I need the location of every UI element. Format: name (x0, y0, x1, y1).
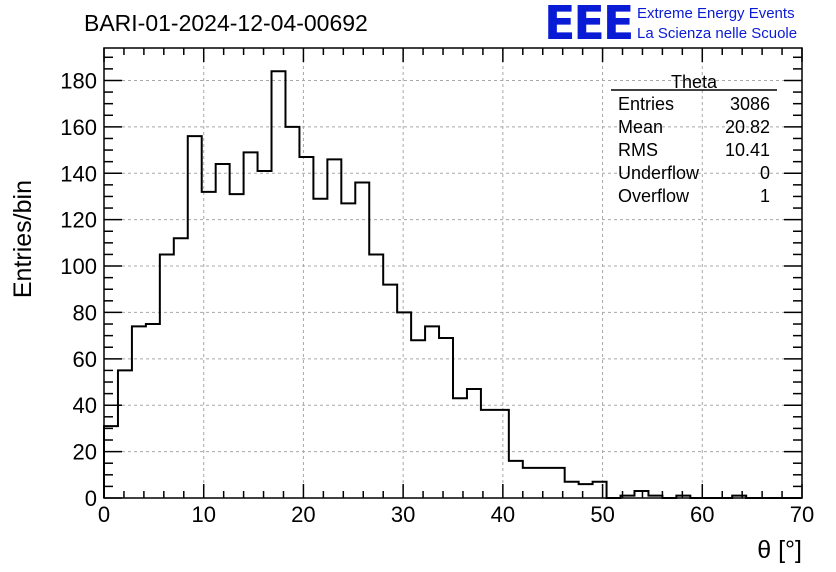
plot-frame (103, 47, 803, 499)
y-tick-label: 60 (73, 347, 97, 372)
y-tick-label: 160 (60, 115, 97, 140)
stat-label-overflow: Overflow (618, 186, 690, 206)
x-axis-title: θ [°] (757, 536, 802, 564)
y-tick-labels: 0 20 40 60 80 100 120 140 160 180 (60, 68, 97, 511)
stats-title: Theta (671, 72, 718, 92)
stat-value-mean: 20.82 (725, 117, 770, 137)
y-tick-label: 40 (73, 393, 97, 418)
y-tick-label: 180 (60, 68, 97, 93)
stat-value-rms: 10.41 (725, 140, 770, 160)
y-tick-label: 140 (60, 161, 97, 186)
x-tick-label: 10 (191, 502, 215, 527)
x-tick-labels: 0 10 20 30 40 50 60 70 (98, 502, 814, 527)
x-tick-label: 20 (291, 502, 315, 527)
x-tick-label: 70 (790, 502, 814, 527)
stat-label-underflow: Underflow (618, 163, 700, 183)
logo-line-2: La Scienza nelle Scuole (637, 25, 798, 42)
axis-ticks (103, 48, 803, 499)
stat-value-overflow: 1 (760, 186, 770, 206)
y-tick-label: 100 (60, 254, 97, 279)
page-title: BARI-01-2024-12-04-00692 (84, 10, 368, 36)
stat-label-mean: Mean (618, 117, 663, 137)
grid-lines (104, 48, 802, 498)
x-tick-label: 60 (690, 502, 714, 527)
x-tick-label: 50 (590, 502, 614, 527)
stats-box: Theta Entries 3086 Mean 20.82 RMS 10.41 … (611, 72, 777, 206)
y-tick-label: 0 (85, 486, 97, 511)
y-tick-label: 120 (60, 208, 97, 233)
stat-label-entries: Entries (618, 94, 674, 114)
x-tick-label: 30 (391, 502, 415, 527)
histogram-outline (103, 70, 802, 499)
y-tick-label: 20 (73, 440, 97, 465)
x-tick-label: 0 (98, 502, 110, 527)
logo-mark: EEE (544, 0, 634, 50)
stat-value-entries: 3086 (730, 94, 770, 114)
y-axis-title: Entries/bin (9, 180, 37, 298)
x-tick-label: 40 (491, 502, 515, 527)
stat-value-underflow: 0 (760, 163, 770, 183)
stat-label-rms: RMS (618, 140, 658, 160)
y-tick-label: 80 (73, 300, 97, 325)
logo-line-1: Extreme Energy Events (637, 5, 795, 22)
eee-logo: EEE Extreme Energy Events La Scienza nel… (540, 0, 836, 50)
